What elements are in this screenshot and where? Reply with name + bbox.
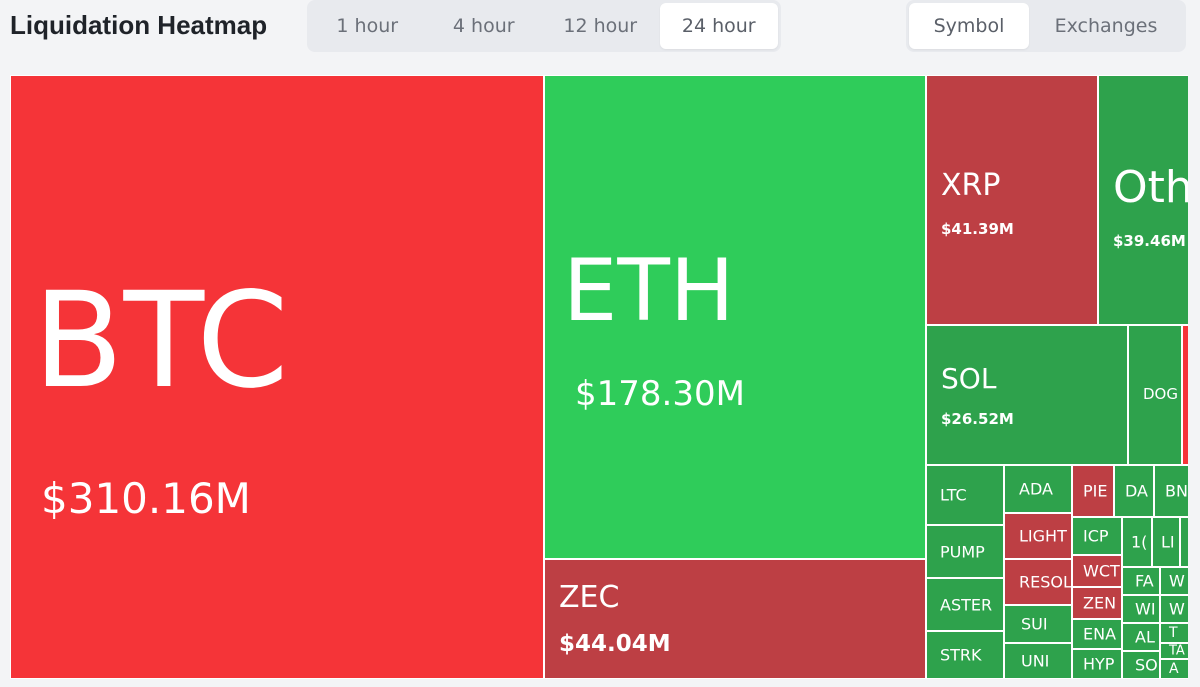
tile-symbol: LTC — [940, 485, 967, 505]
tile-w2[interactable]: W — [1160, 595, 1188, 623]
tile-symbol: LI — [1161, 532, 1175, 552]
tile-so[interactable]: SO — [1122, 651, 1160, 679]
page-title: Liquidation Heatmap — [10, 10, 268, 40]
tile-sol[interactable]: SOL $26.52M — [926, 325, 1128, 465]
tile-symbol: DOG — [1143, 385, 1178, 403]
tile-wct[interactable]: WCT — [1072, 555, 1122, 587]
header: Liquidation Heatmap 1 hour 4 hour 12 hou… — [0, 0, 1200, 62]
tile-bn[interactable]: BN — [1154, 465, 1188, 517]
tile-ena[interactable]: ENA — [1072, 619, 1122, 649]
tile-uni[interactable]: UNI — [1004, 643, 1072, 679]
tile-symbol: DA — [1125, 481, 1148, 501]
tile-ltc[interactable]: LTC — [926, 465, 1004, 525]
tile-t[interactable]: T — [1160, 623, 1188, 643]
tile-symbol: SUI — [1021, 614, 1048, 634]
tile-symbol: ENA — [1083, 624, 1117, 644]
tile-symbol: ZEN — [1083, 593, 1117, 613]
tile-symbol: STRK — [940, 645, 982, 665]
time-range-selector: 1 hour 4 hour 12 hour 24 hour — [307, 0, 781, 52]
tile-value: $44.04M — [559, 631, 671, 657]
tile-symbol: FA — [1135, 571, 1154, 591]
tile-symbol: HYP — [1083, 654, 1115, 674]
tile-ta[interactable]: TA — [1160, 643, 1188, 659]
tab-4-hour[interactable]: 4 hour — [452, 15, 515, 37]
tile-al[interactable]: AL — [1122, 623, 1160, 651]
tile-xrp[interactable]: XRP $41.39M — [926, 75, 1098, 325]
tab-1-hour[interactable]: 1 hour — [336, 15, 399, 37]
tab-exchanges[interactable]: Exchanges — [1054, 15, 1158, 37]
tab-24-hour[interactable]: 24 hour — [659, 3, 778, 49]
tile-symbol: WCT — [1083, 561, 1120, 581]
tile-symbol: LIGHT — [1019, 526, 1067, 546]
tile-symbol: BN — [1165, 481, 1188, 501]
tile-eth[interactable]: ETH $178.30M — [544, 75, 926, 559]
tab-symbol[interactable]: Symbol — [909, 3, 1029, 49]
tile-li[interactable]: LI — [1152, 517, 1180, 567]
tile-symbol: XRP — [941, 168, 1001, 203]
tile-symbol: ETH — [563, 241, 735, 341]
tile-value: $310.16M — [41, 474, 251, 523]
tile-wi[interactable]: WI — [1122, 595, 1160, 623]
tile-symbol: ASTER — [940, 595, 993, 614]
tile-strk[interactable]: STRK — [926, 631, 1004, 679]
tile-light[interactable]: LIGHT — [1004, 513, 1072, 559]
tile-zen[interactable]: ZEN — [1072, 587, 1122, 619]
tile-unlabeled[interactable] — [1182, 325, 1188, 465]
tile-symbol: PIE — [1083, 481, 1108, 501]
tile-symbol: Oth — [1113, 162, 1188, 213]
tile-symbol: WI — [1135, 599, 1156, 619]
tile-resol[interactable]: RESOL — [1004, 559, 1072, 605]
liquidation-treemap: BTC $310.16M ETH $178.30M ZEC $44.04M XR… — [10, 75, 1188, 679]
tile-btc[interactable]: BTC $310.16M — [10, 75, 544, 679]
tab-12-hour[interactable]: 12 hour — [563, 15, 638, 37]
tile-symbol: W — [1169, 571, 1185, 591]
tile-symbol: SO — [1135, 655, 1158, 675]
tile-symbol: RESOL — [1019, 572, 1072, 592]
tile-a[interactable]: A — [1160, 659, 1188, 679]
tile-symbol: ADA — [1019, 479, 1053, 499]
view-selector: Symbol Exchanges — [906, 0, 1186, 52]
tile-symbol: TA — [1169, 643, 1185, 659]
tile-symbol: 1( — [1131, 532, 1148, 552]
tile-value: $39.46M — [1113, 232, 1186, 250]
tile-symbol: SOL — [941, 362, 997, 395]
tile-symbol: BTC — [33, 264, 289, 418]
tile-pump[interactable]: PUMP — [926, 525, 1004, 578]
tile-symbol: PUMP — [940, 542, 985, 561]
tile-others[interactable]: Oth $39.46M — [1098, 75, 1188, 325]
tile-symbol: W — [1169, 599, 1185, 619]
tile-zec[interactable]: ZEC $44.04M — [544, 559, 926, 679]
tile-ada[interactable]: ADA — [1004, 465, 1072, 513]
tile-ten[interactable]: 1( — [1122, 517, 1152, 567]
tile-hyp[interactable]: HYP — [1072, 649, 1122, 679]
tile-sui[interactable]: SUI — [1004, 605, 1072, 643]
tile-value: $41.39M — [941, 220, 1014, 238]
tile-pie[interactable]: PIE — [1072, 465, 1114, 517]
tile-icp[interactable]: ICP — [1072, 517, 1122, 555]
tile-symbol: T — [1169, 625, 1178, 641]
tile-symbol: A — [1169, 661, 1179, 677]
tile-aster[interactable]: ASTER — [926, 578, 1004, 631]
tile-symbol: ZEC — [559, 580, 620, 615]
tile-value: $178.30M — [575, 374, 745, 414]
tile-symbol: UNI — [1021, 651, 1050, 671]
tile-w1[interactable]: W — [1160, 567, 1188, 595]
tile-doge[interactable]: DOG — [1128, 325, 1182, 465]
tile-symbol: ICP — [1083, 526, 1109, 546]
tile-symbol: AL — [1135, 627, 1155, 647]
tile-unlabeled[interactable] — [1180, 517, 1188, 567]
tile-da[interactable]: DA — [1114, 465, 1154, 517]
tile-fa[interactable]: FA — [1122, 567, 1160, 595]
tile-value: $26.52M — [941, 410, 1014, 428]
